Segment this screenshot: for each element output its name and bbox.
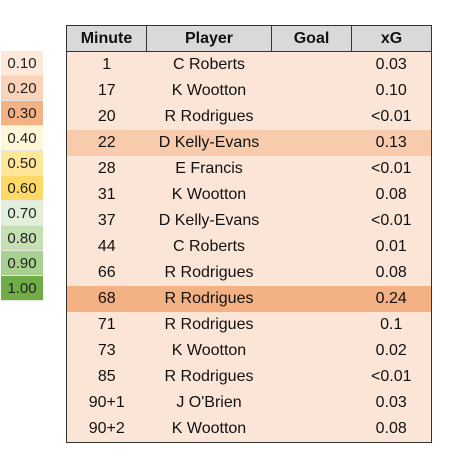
legend-swatch: 0.90 xyxy=(1,251,43,276)
goal-cell xyxy=(272,78,352,104)
xg-cell: <0.01 xyxy=(371,160,412,177)
minute-cell: 20 xyxy=(97,108,116,125)
minute-cell: 90+2 xyxy=(88,420,125,437)
goal-cell xyxy=(272,364,352,390)
header-goal: Goal xyxy=(271,25,352,52)
player-cell: R Rodrigues xyxy=(164,368,254,385)
minute-cell: 73 xyxy=(97,342,116,359)
player-cell: R Rodrigues xyxy=(164,316,254,333)
table-row: 28 E Francis <0.01 xyxy=(66,156,432,182)
xg-cell: 0.08 xyxy=(375,186,407,203)
header-player: Player xyxy=(146,25,272,52)
player-cell: K Wootton xyxy=(171,82,247,99)
minute-cell: 31 xyxy=(97,186,116,203)
legend-swatch: 0.60 xyxy=(1,176,43,201)
table-row: 90+2 K Wootton 0.08 xyxy=(66,416,432,443)
xg-cell: 0.08 xyxy=(375,264,407,281)
legend-swatch: 0.20 xyxy=(1,76,43,101)
minute-cell: 37 xyxy=(97,212,116,229)
minute-cell: 1 xyxy=(102,56,112,73)
xg-cell: 0.01 xyxy=(375,238,407,255)
legend-swatch: 0.70 xyxy=(1,201,43,226)
player-cell: R Rodrigues xyxy=(164,290,254,307)
xg-cell: 0.10 xyxy=(375,82,407,99)
table-row: 66 R Rodrigues 0.08 xyxy=(66,260,432,286)
header-minute: Minute xyxy=(66,25,147,52)
table-row: 71 R Rodrigues 0.1 xyxy=(66,312,432,338)
legend-swatch: 0.80 xyxy=(1,226,43,251)
table-row: 20 R Rodrigues <0.01 xyxy=(66,104,432,130)
minute-cell: 17 xyxy=(97,82,116,99)
goal-cell xyxy=(272,156,352,182)
goal-cell xyxy=(272,416,352,443)
player-cell: K Wootton xyxy=(171,342,247,359)
minute-cell: 85 xyxy=(97,368,116,385)
goal-cell xyxy=(272,234,352,260)
minute-cell: 44 xyxy=(97,238,116,255)
goal-cell xyxy=(272,208,352,234)
table-row: 68 R Rodrigues 0.24 xyxy=(66,286,432,312)
goal-cell xyxy=(272,286,352,312)
table-row: 22 D Kelly-Evans 0.13 xyxy=(66,130,432,156)
xg-shot-table: Minute Player Goal xG 1 C Roberts 0.03 17 K … xyxy=(66,25,432,443)
xg-cell: 0.24 xyxy=(375,290,407,307)
xg-cell: 0.08 xyxy=(375,420,407,437)
xg-cell: 0.13 xyxy=(375,134,407,151)
color-scale-legend: 0.10 0.20 0.30 0.40 0.50 0.60 0.70 0.80 0.90 1.00 xyxy=(1,51,43,301)
goal-cell xyxy=(272,338,352,364)
minute-cell: 68 xyxy=(97,290,116,307)
minute-cell: 90+1 xyxy=(88,394,125,411)
table-row: 17 K Wootton 0.10 xyxy=(66,78,432,104)
table-row: 90+1 J O'Brien 0.03 xyxy=(66,390,432,416)
player-cell: R Rodrigues xyxy=(164,108,254,125)
legend-swatch: 0.40 xyxy=(1,126,43,151)
table-row: 1 C Roberts 0.03 xyxy=(66,51,432,79)
minute-cell: 71 xyxy=(97,316,116,333)
legend-swatch: 0.30 xyxy=(1,101,43,126)
table-row: 73 K Wootton 0.02 xyxy=(66,338,432,364)
goal-cell xyxy=(272,130,352,156)
minute-cell: 22 xyxy=(97,134,116,151)
goal-cell xyxy=(272,182,352,208)
player-cell: J O'Brien xyxy=(176,394,242,411)
player-cell: K Wootton xyxy=(171,186,247,203)
table-row: 44 C Roberts 0.01 xyxy=(66,234,432,260)
minute-cell: 66 xyxy=(97,264,116,281)
player-cell: R Rodrigues xyxy=(164,264,254,281)
legend-swatch: 1.00 xyxy=(1,276,43,301)
table-row: 37 D Kelly-Evans <0.01 xyxy=(66,208,432,234)
xg-cell: <0.01 xyxy=(371,212,412,229)
xg-cell: <0.01 xyxy=(371,108,412,125)
xg-cell: 0.1 xyxy=(380,316,403,333)
xg-cell: <0.01 xyxy=(371,368,412,385)
player-cell: E Francis xyxy=(175,160,243,177)
header-row: Minute Player Goal xG xyxy=(66,25,432,52)
legend-swatch: 0.10 xyxy=(1,51,43,76)
minute-cell: 28 xyxy=(97,160,116,177)
player-cell: D Kelly-Evans xyxy=(158,212,260,229)
xg-cell: 0.03 xyxy=(375,394,407,411)
legend-swatch: 0.50 xyxy=(1,151,43,176)
table-body: 1 C Roberts 0.03 17 K Wootton 0.10 20 R Rodrigu… xyxy=(66,51,432,443)
goal-cell xyxy=(272,260,352,286)
player-cell: K Wootton xyxy=(171,420,247,437)
goal-cell xyxy=(272,312,352,338)
header-xg: xG xyxy=(351,25,432,52)
goal-cell xyxy=(272,390,352,416)
xg-cell: 0.02 xyxy=(375,342,407,359)
table-row: 85 R Rodrigues <0.01 xyxy=(66,364,432,390)
player-cell: C Roberts xyxy=(172,56,246,73)
xg-cell: 0.03 xyxy=(375,56,407,73)
player-cell: D Kelly-Evans xyxy=(158,134,260,151)
player-cell: C Roberts xyxy=(172,238,246,255)
goal-cell xyxy=(272,104,352,130)
goal-cell xyxy=(272,52,352,79)
table-row: 31 K Wootton 0.08 xyxy=(66,182,432,208)
